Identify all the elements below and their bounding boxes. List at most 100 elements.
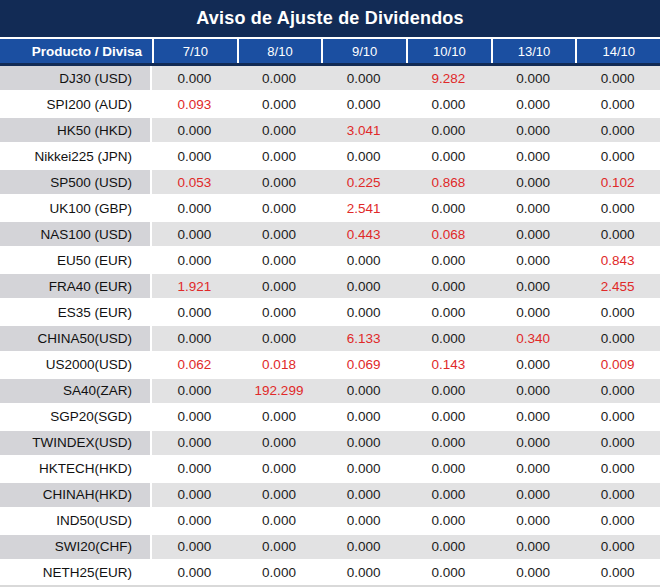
table-row: US2000(USD)0.0620.0180.0690.1430.0000.00… — [0, 353, 660, 379]
value-cell: 0.000 — [237, 196, 322, 220]
value-cell: 0.000 — [575, 483, 660, 507]
value-cell: 0.000 — [152, 118, 237, 142]
value-cell: 0.000 — [152, 457, 237, 481]
value-cell: 0.018 — [237, 353, 322, 377]
value-cell: 0.000 — [406, 535, 491, 559]
value-cell: 0.868 — [406, 170, 491, 194]
value-cell: 0.093 — [152, 92, 237, 116]
value-cell: 0.000 — [321, 509, 406, 533]
value-cell: 0.000 — [406, 509, 491, 533]
value-cell: 0.000 — [406, 196, 491, 220]
value-cell: 2.455 — [575, 274, 660, 298]
value-cell: 0.000 — [575, 92, 660, 116]
value-cell: 0.000 — [491, 353, 576, 377]
table-row: SGP20(SGD)0.0000.0000.0000.0000.0000.000 — [0, 405, 660, 431]
value-cell: 0.000 — [152, 405, 237, 429]
value-cell: 0.000 — [491, 405, 576, 429]
value-cell: 0.143 — [406, 353, 491, 377]
value-cell: 0.102 — [575, 170, 660, 194]
value-cell: 0.000 — [491, 222, 576, 246]
value-cell: 0.000 — [321, 431, 406, 455]
value-cell: 0.000 — [237, 561, 322, 585]
value-cell: 0.000 — [491, 66, 576, 90]
value-cell: 0.000 — [152, 144, 237, 168]
table-row: SA40(ZAR)0.000192.2990.0000.0000.0000.00… — [0, 379, 660, 405]
product-column-header: Producto / Divisa — [0, 39, 152, 63]
value-cell: 0.000 — [321, 379, 406, 403]
value-cell: 0.000 — [575, 379, 660, 403]
value-cell: 0.000 — [237, 300, 322, 324]
value-cell: 0.000 — [237, 457, 322, 481]
value-cell: 0.000 — [406, 248, 491, 272]
value-cell: 0.000 — [152, 300, 237, 324]
value-cell: 0.000 — [321, 300, 406, 324]
value-cell: 0.000 — [152, 222, 237, 246]
value-cell: 0.000 — [575, 300, 660, 324]
date-column-header: 7/10 — [152, 39, 237, 63]
value-cell: 0.000 — [406, 561, 491, 585]
table-row: IND50(USD)0.0000.0000.0000.0000.0000.000 — [0, 509, 660, 535]
value-cell: 0.000 — [321, 66, 406, 90]
value-cell: 0.000 — [237, 170, 322, 194]
value-cell: 0.000 — [237, 535, 322, 559]
table-row: TWINDEX(USD)0.0000.0000.0000.0000.0000.0… — [0, 431, 660, 457]
value-cell: 0.000 — [575, 196, 660, 220]
value-cell: 0.000 — [491, 509, 576, 533]
dividend-adjustment-notice: Aviso de Ajuste de Dividendos Producto /… — [0, 0, 660, 587]
value-cell: 0.000 — [152, 561, 237, 585]
product-cell: SPI200 (AUD) — [0, 92, 152, 116]
product-cell: US2000(USD) — [0, 353, 152, 377]
value-cell: 0.000 — [152, 196, 237, 220]
value-cell: 0.000 — [321, 274, 406, 298]
value-cell: 0.000 — [152, 483, 237, 507]
value-cell: 0.068 — [406, 222, 491, 246]
date-column-header: 13/10 — [491, 39, 576, 63]
value-cell: 0.443 — [321, 222, 406, 246]
value-cell: 0.000 — [491, 561, 576, 585]
value-cell: 0.843 — [575, 248, 660, 272]
value-cell: 0.000 — [321, 405, 406, 429]
product-cell: CHINA50(USD) — [0, 326, 152, 350]
value-cell: 0.000 — [406, 483, 491, 507]
value-cell: 0.000 — [152, 509, 237, 533]
product-cell: SA40(ZAR) — [0, 379, 152, 403]
table-row: DJ30 (USD)0.0000.0000.0009.2820.0000.000 — [0, 66, 660, 92]
value-cell: 0.340 — [491, 326, 576, 350]
value-cell: 0.000 — [575, 144, 660, 168]
product-cell: NETH25(EUR) — [0, 561, 152, 585]
value-cell: 192.299 — [237, 379, 322, 403]
value-cell: 0.000 — [321, 561, 406, 585]
value-cell: 0.000 — [237, 483, 322, 507]
value-cell: 0.000 — [575, 118, 660, 142]
product-cell: HK50 (HKD) — [0, 118, 152, 142]
value-cell: 0.000 — [321, 483, 406, 507]
value-cell: 0.000 — [491, 118, 576, 142]
value-cell: 0.000 — [491, 483, 576, 507]
value-cell: 0.000 — [237, 509, 322, 533]
value-cell: 0.000 — [152, 379, 237, 403]
value-cell: 1.921 — [152, 274, 237, 298]
value-cell: 0.000 — [406, 92, 491, 116]
value-cell: 6.133 — [321, 326, 406, 350]
page-title: Aviso de Ajuste de Dividendos — [0, 0, 660, 37]
table-body: DJ30 (USD)0.0000.0000.0009.2820.0000.000… — [0, 66, 660, 587]
value-cell: 3.041 — [321, 118, 406, 142]
table-row: CHINA50(USD)0.0000.0006.1330.0000.3400.0… — [0, 326, 660, 352]
value-cell: 0.000 — [575, 457, 660, 481]
table-row: FRA40 (EUR)1.9210.0000.0000.0000.0002.45… — [0, 274, 660, 300]
value-cell: 0.000 — [237, 118, 322, 142]
value-cell: 0.000 — [237, 405, 322, 429]
value-cell: 0.000 — [237, 222, 322, 246]
value-cell: 0.000 — [491, 196, 576, 220]
product-cell: ES35 (EUR) — [0, 300, 152, 324]
value-cell: 0.009 — [575, 353, 660, 377]
value-cell: 0.000 — [321, 92, 406, 116]
product-cell: Nikkei225 (JPN) — [0, 144, 152, 168]
value-cell: 0.000 — [152, 431, 237, 455]
table-row: HKTECH(HKD)0.0000.0000.0000.0000.0000.00… — [0, 457, 660, 483]
value-cell: 0.000 — [237, 66, 322, 90]
date-column-header: 14/10 — [575, 39, 660, 63]
table-row: ES35 (EUR)0.0000.0000.0000.0000.0000.000 — [0, 300, 660, 326]
value-cell: 0.000 — [406, 118, 491, 142]
date-column-header: 10/10 — [406, 39, 491, 63]
